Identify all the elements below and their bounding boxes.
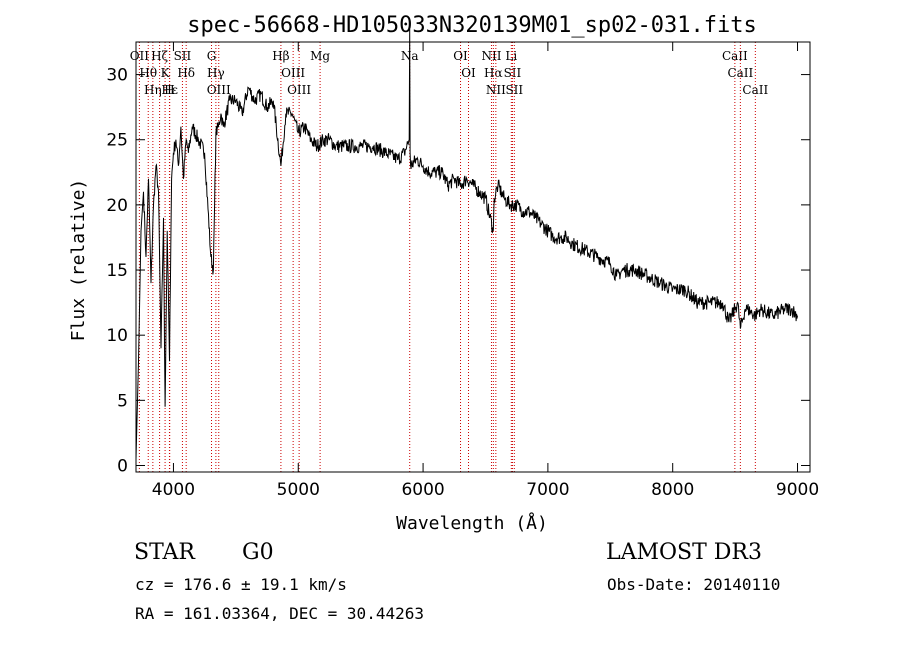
- redshift-info: cz = 176.6 ± 19.1 km/s: [135, 575, 347, 594]
- y-tick-label: 15: [106, 261, 128, 281]
- spectral-line-label: Hζ: [151, 49, 168, 63]
- spectral-line-label: OIII: [281, 66, 305, 80]
- spectral-line-label: OII: [130, 49, 150, 63]
- y-tick-label: 10: [106, 326, 128, 346]
- spectral-line-label: Hα: [484, 66, 503, 80]
- spectral-line-label: SII: [174, 49, 192, 63]
- x-tick-label: 4000: [152, 480, 195, 500]
- spectral-line-label: Hθ: [139, 66, 157, 80]
- spectral-line-label: CaII: [742, 83, 768, 97]
- spectral-line-label: OI: [461, 66, 476, 80]
- spectral-line-label: OIII: [287, 83, 311, 97]
- y-tick-label: 25: [106, 131, 128, 151]
- y-tick-label: 0: [117, 456, 128, 476]
- spectral-line-label: Hη: [144, 83, 162, 97]
- y-tick-label: 20: [106, 196, 128, 216]
- spectral-line-label: Li: [505, 49, 517, 63]
- x-axis-label: Wavelength (Å): [396, 512, 548, 534]
- y-tick-label: 5: [117, 391, 128, 411]
- y-axis-label: Flux (relative): [68, 179, 89, 342]
- x-tick-label: 6000: [401, 480, 444, 500]
- x-tick-label: 8000: [651, 480, 694, 500]
- spectral-line-label: Hε: [161, 83, 178, 97]
- spectral-line-label: OI: [453, 49, 468, 63]
- coordinates: RA = 161.03364, DEC = 30.44263: [135, 604, 424, 623]
- spectral-line-label: Hβ: [272, 49, 289, 63]
- spectral-line-label: NII: [481, 49, 501, 63]
- spectral-line-label: CaII: [727, 66, 753, 80]
- spectrum-line: [135, 28, 798, 460]
- plot-frame: [135, 41, 811, 473]
- object-class: STAR: [134, 540, 195, 565]
- survey-name: LAMOST DR3: [606, 540, 762, 565]
- spectral-line-label: K: [161, 66, 171, 80]
- spectral-line-label: Hδ: [177, 66, 195, 80]
- obs-date: Obs-Date: 20140110: [607, 575, 781, 594]
- x-tick-label: 9000: [776, 480, 819, 500]
- spectral-line-label: OIII: [207, 83, 231, 97]
- spectral-line-label: G: [207, 49, 217, 63]
- spectral-line-label: SII: [505, 83, 523, 97]
- chart-title: spec-56668-HD105033N320139M01_sp02-031.f…: [187, 13, 757, 38]
- object-subclass: G0: [242, 540, 274, 565]
- spectral-line-label: CaII: [722, 49, 748, 63]
- x-tick-label: 7000: [526, 480, 569, 500]
- spectral-line-label: NII: [486, 83, 506, 97]
- y-tick-label: 30: [106, 66, 128, 86]
- spectral-line-label: Mg: [310, 49, 330, 63]
- spectral-line-label: SII: [504, 66, 522, 80]
- spectral-line-label: Hγ: [207, 66, 225, 80]
- x-tick-label: 5000: [277, 480, 320, 500]
